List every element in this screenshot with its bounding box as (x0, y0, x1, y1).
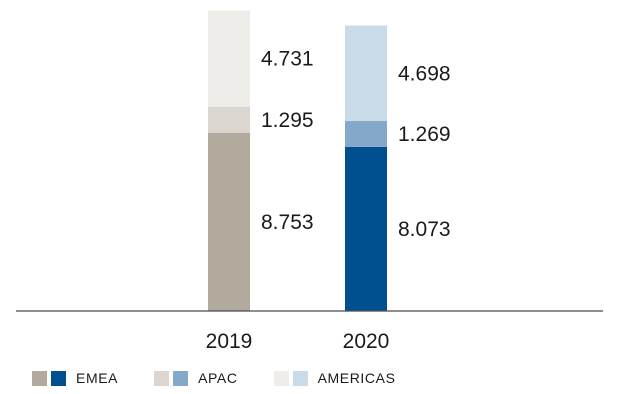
legend-swatch-apac-2020 (173, 370, 189, 386)
bar-apac-2019 (208, 106, 250, 134)
legend-swatch-emea-2019 (32, 370, 47, 386)
bar-apac-2020 (345, 121, 387, 147)
x-tick-labels-group: 2019 2020 (206, 330, 390, 353)
legend-swatch-americas-2020 (292, 370, 308, 386)
value-label-apac-2019: 1.295 (261, 109, 314, 132)
x-tick-label-2019: 2019 (206, 330, 253, 353)
value-label-americas-2019: 4.731 (261, 48, 314, 71)
value-label-apac-2020: 1.269 (398, 123, 451, 146)
bar-emea-2020 (345, 146, 387, 311)
x-tick-label-2020: 2020 (343, 330, 390, 353)
legend-swatch-apac-2019 (154, 370, 170, 386)
value-label-americas-2020: 4.698 (398, 62, 451, 85)
bar-americas-2020 (345, 25, 387, 122)
legend-swatch-emea-2020 (51, 370, 66, 386)
legend-label-americas: AMERICAS (317, 370, 396, 386)
legend-item-emea: EMEA (32, 370, 118, 386)
legend-swatch-americas-2019 (273, 370, 289, 386)
bars-group (208, 10, 387, 311)
value-label-emea-2020: 8.073 (398, 218, 451, 241)
legend-item-apac: APAC (154, 370, 238, 386)
bar-emea-2019 (208, 133, 250, 311)
legend-label-emea: EMEA (76, 370, 119, 386)
legend-label-apac: APAC (198, 370, 238, 386)
legend: EMEA APAC AMERICAS (32, 369, 432, 387)
value-labels-group: 8.753 1.295 4.731 8.073 1.269 4.698 (261, 48, 451, 241)
value-label-emea-2019: 8.753 (261, 211, 314, 234)
bar-americas-2019 (208, 10, 250, 107)
legend-item-americas: AMERICAS (273, 370, 396, 386)
